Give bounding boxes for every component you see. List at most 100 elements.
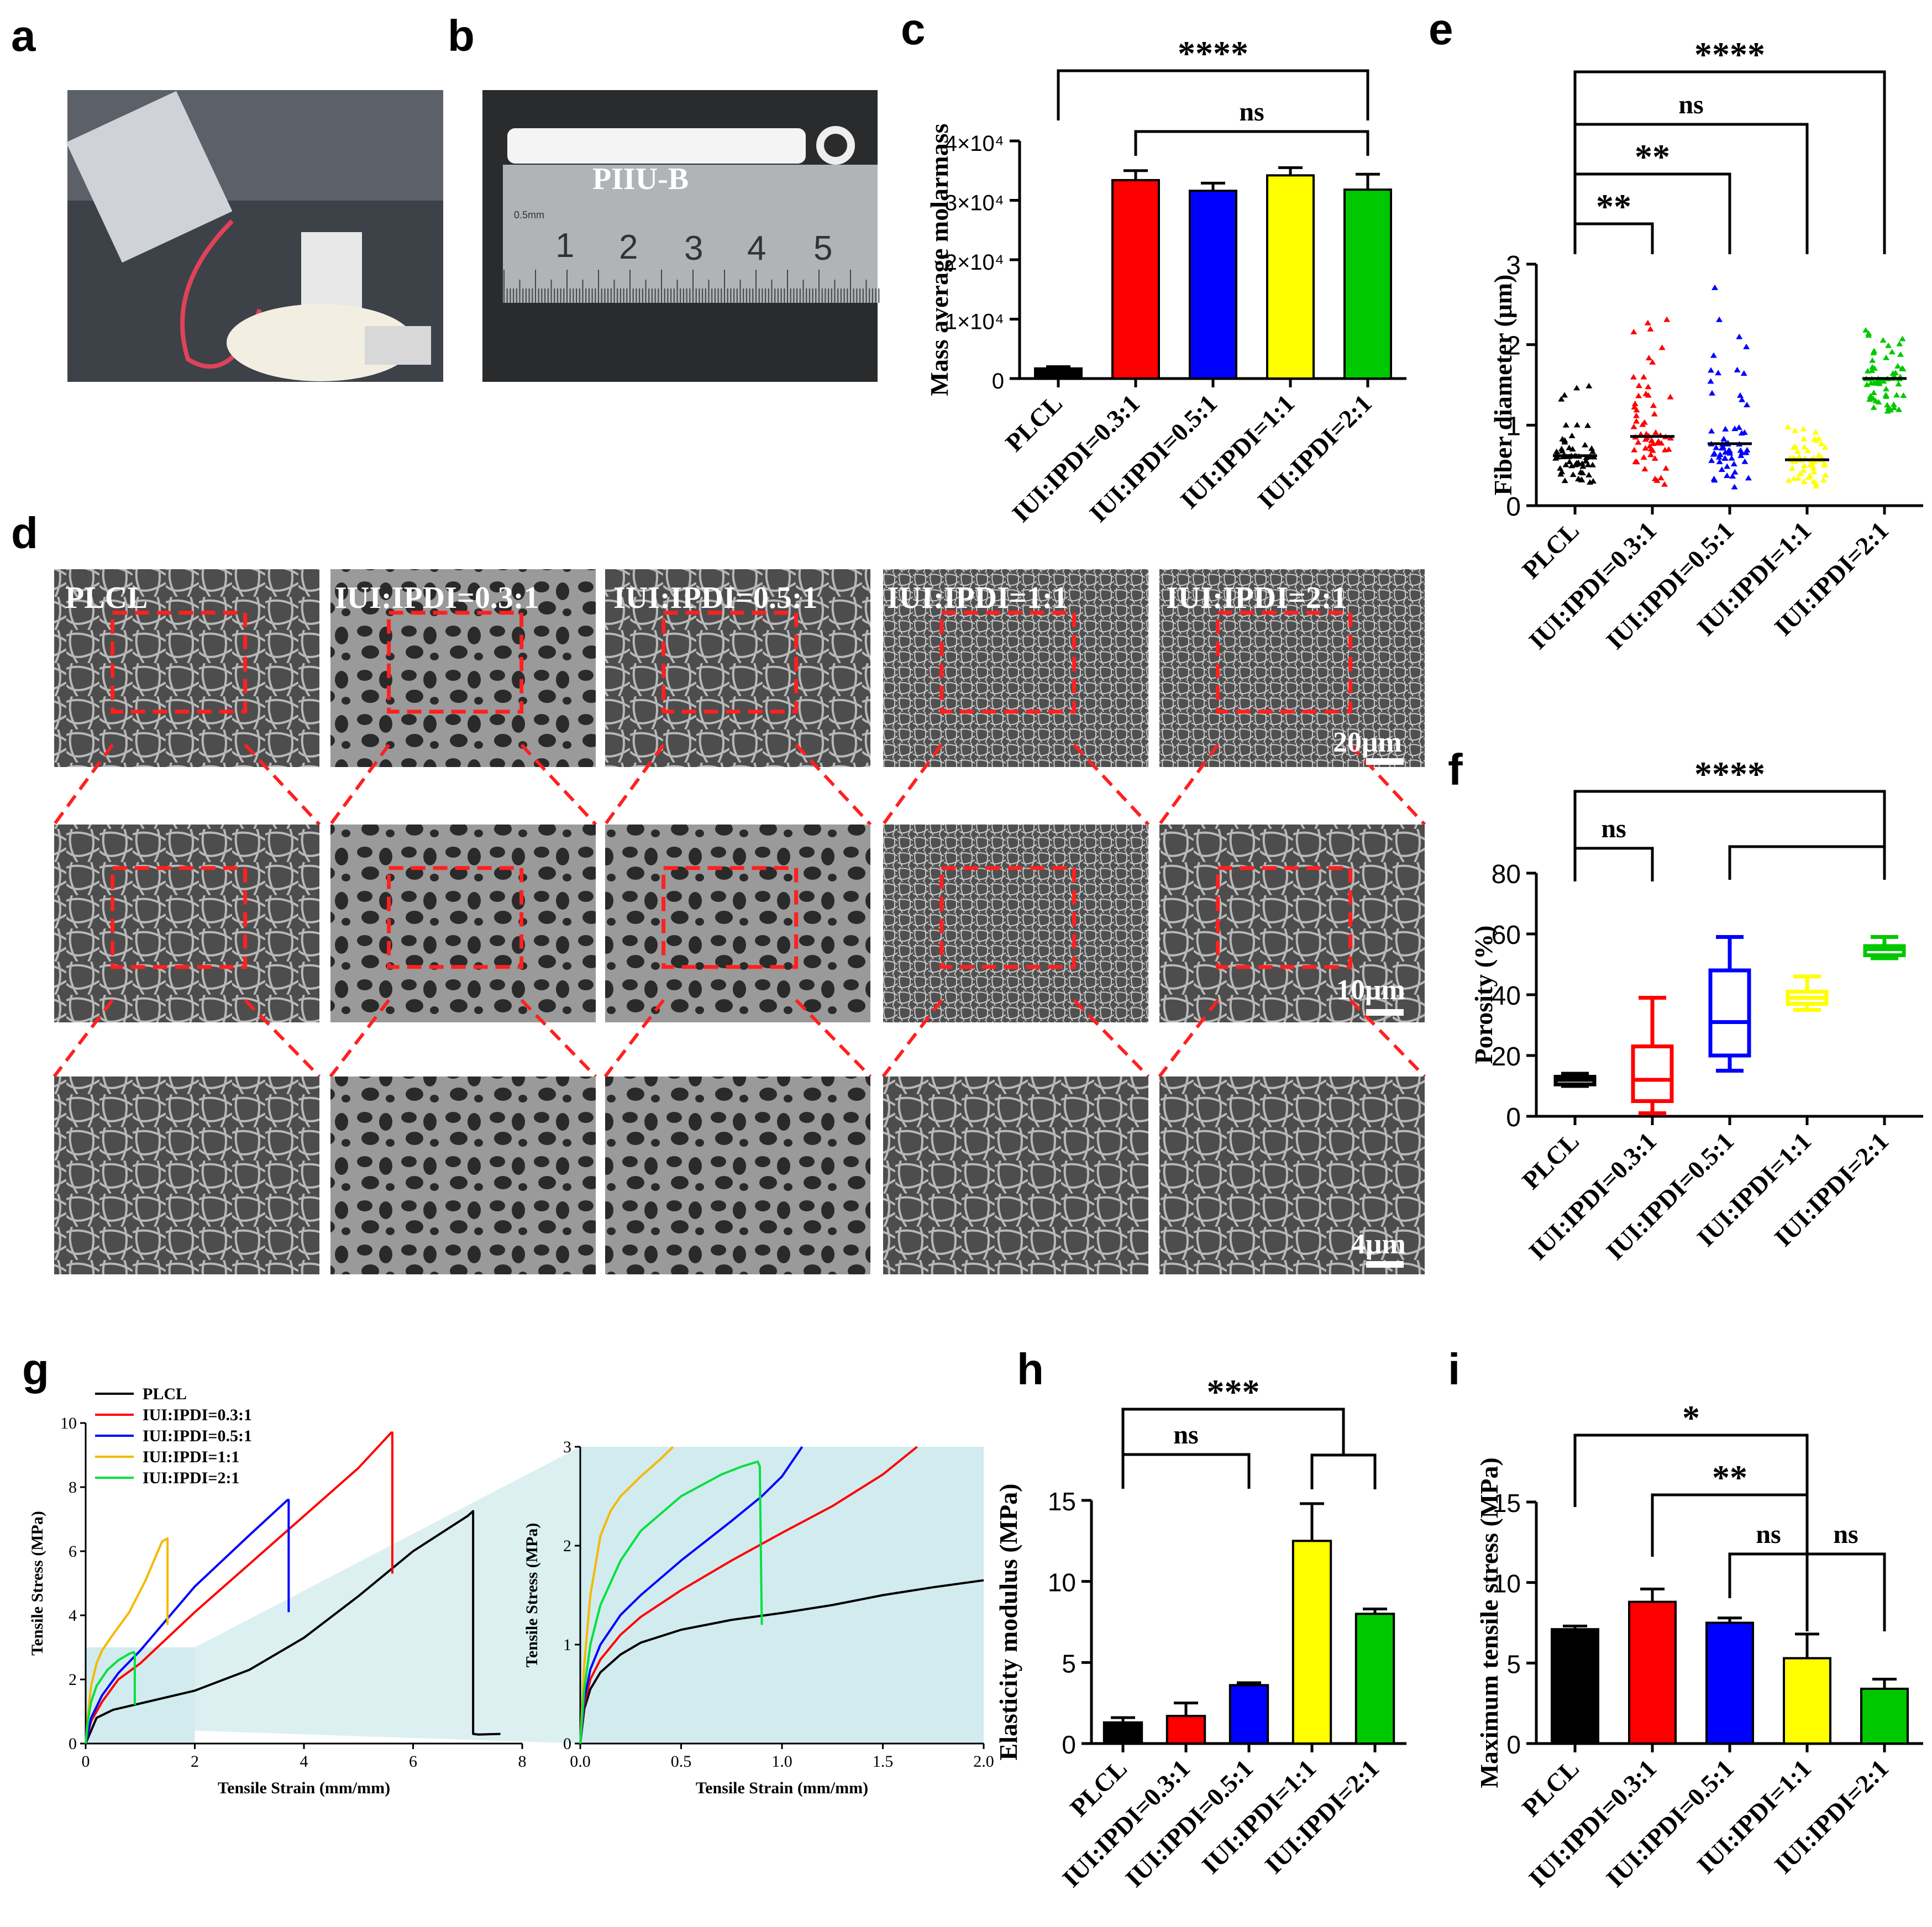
tube-cross-section [816,126,855,165]
sem-zoom-line [1073,743,1150,826]
y-tick-label: 0 [1506,492,1521,522]
scatter-point [1566,444,1573,450]
bar-IUI:IPDI=2:1 [1860,1687,1909,1745]
y-tick-label: 15 [1493,1489,1521,1518]
scatter-point [1745,475,1752,481]
y-tick-label: 5 [1506,1650,1521,1678]
scatter-point [1891,405,1898,411]
scatter-point [1741,458,1749,464]
y-tick-label: 0 [992,369,1004,393]
sig-bracket-i-2-label: ** [1712,1458,1747,1497]
scatter-point [1810,469,1818,475]
scatter-point [1820,476,1827,482]
scatter-point [1862,327,1870,333]
scatter-point [1888,349,1896,355]
scatter-point [1709,390,1716,396]
scatter-point [1734,366,1741,372]
sem-col-label-0.5: IUI:IPDI=0.5:1 [613,581,817,615]
scatter-point [1744,402,1751,408]
chart-e: 0123PLCLIUI:IPDI=0.3:1IUI:IPDI=0.5:1IUI:… [1489,35,1923,655]
scatter-point [1869,364,1876,370]
scatter-point [1562,422,1569,428]
scatter-point [1900,392,1907,398]
scatter-point [1708,428,1715,434]
scatter-point [1818,440,1825,447]
sem-zoom-line [603,999,665,1078]
scatter-point [1645,384,1652,390]
scatter-point [1875,379,1882,385]
x-tick-label: 1.5 [873,1752,894,1771]
scatter-point [1642,445,1649,451]
scatter-point [1731,426,1739,432]
sig-bracket-h-1 [1121,1408,1345,1455]
scatter-point [1552,455,1560,461]
scatter-point [1809,462,1816,468]
sig-bracket-i-2 [1651,1493,1809,1557]
legend-label: IUI:IPDI=2:1 [143,1469,239,1487]
scatter-point [1647,325,1654,332]
sem-col-label-plcl: PLCL [65,581,148,615]
scatter-point [1738,430,1745,436]
scatter-point [1720,435,1728,442]
scatter-point [1644,319,1651,325]
box-IUI:IPDI=0.3:1 [1631,1044,1674,1103]
series-line-IUI:IPDI=0.3:1 [85,1431,393,1744]
sig-bracket-e-4 [1573,222,1654,254]
bar-IUI:IPDI=1:1 [1783,1657,1831,1745]
sig-bracket-c-2 [1134,130,1369,156]
scatter-point [1587,479,1594,485]
series-line-IUI:IPDI=1:1 [579,1446,674,1744]
sem-zoom-box [111,866,248,969]
sem-image-r1-c5 [1159,569,1425,767]
scale-bar-label-20um: 20μm [1333,727,1402,758]
scatter-point [1730,460,1737,466]
y-tick-label: 20 [1492,1042,1521,1072]
photo-b: PIIU-B 0.5mm 1 2 3 4 5 [482,90,880,382]
chart-h: 051015PLCLIUI:IPDI=0.3:1IUI:IPDI=0.5:1IU… [994,1372,1406,1893]
y-tick-label: 4 [69,1606,77,1625]
scatter-point [1578,476,1586,482]
y-tick-label: 4×10⁴ [945,132,1004,156]
panel-label-i: i [1448,1345,1460,1394]
y-tick-label: 3×10⁴ [945,191,1004,216]
sem-zoom-line [53,743,114,826]
y-tick-label: 6 [69,1542,77,1561]
scatter-point [1801,462,1808,468]
scatter-point [1804,447,1812,453]
panel-label-g: g [22,1345,49,1394]
series-line-IUI:IPDI=0.5:1 [579,1446,804,1744]
panel-label-c: c [901,4,926,54]
y-tick-label: 2 [563,1537,571,1555]
x-axis-title: Tensile Strain (mm/mm) [218,1779,390,1797]
bar-IUI:IPDI=2:1 [1355,1613,1395,1745]
scatter-point [1813,482,1820,489]
scatter-point [1568,432,1576,438]
series-line-IUI:IPDI=0.3:1 [579,1446,918,1744]
x-tick-label: 0 [82,1752,90,1771]
x-category-label: PLCL [1516,1127,1584,1195]
scatter-point [1785,477,1792,483]
scatter-point [1652,429,1660,435]
scatter-point [1630,374,1637,380]
scatter-point [1667,393,1674,400]
scatter-point [1731,469,1739,475]
sem-zoom-line [329,743,391,826]
scatter-point [1810,465,1817,471]
y-tick-label: 5 [1062,1649,1076,1678]
sem-zoom-line [53,999,114,1078]
scatter-point [1561,437,1568,443]
scatter-point [1800,467,1807,473]
scatter-point [1710,352,1717,358]
sem-image-r1-c3 [605,569,870,767]
y-tick-label: 2×10⁴ [945,250,1004,275]
y-axis-title: Maximum tensile stress (MPa) [1475,1457,1503,1788]
scatter-point [1724,472,1731,479]
scatter-point [1869,357,1876,363]
scatter-point [1729,473,1736,479]
ruler-unit: 0.5mm [514,209,544,220]
sem-zoom-line [1158,743,1220,826]
scale-bar-10um [1366,1009,1404,1016]
scatter-point [1722,426,1729,432]
x-tick-label: 2.0 [973,1752,994,1771]
sem-zoom-line [881,999,943,1078]
